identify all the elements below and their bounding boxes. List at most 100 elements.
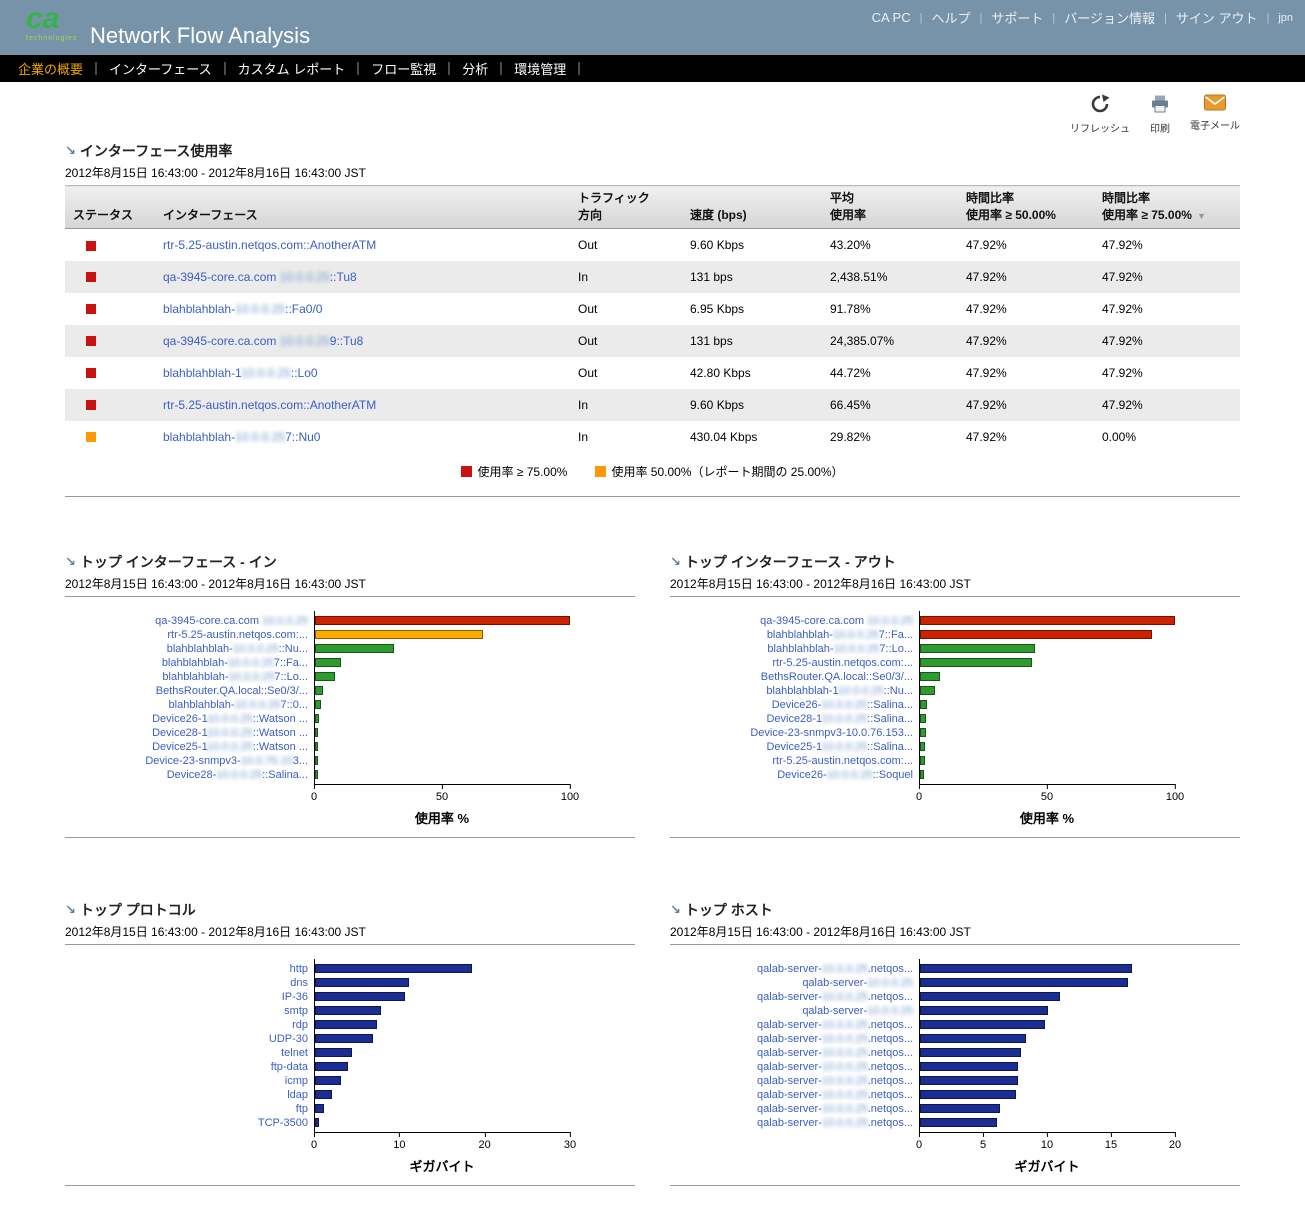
chart-bar-label[interactable]: ftp [295,1102,308,1115]
chart-bar-label[interactable]: blahblahblah-10.0.0.257::0... [168,698,308,711]
chart-bar-label[interactable]: blahblahblah-10.0.0.257::Fa... [161,656,308,669]
ca-logo[interactable]: ca technologies [26,4,77,43]
chart-bar-label[interactable]: qalab-server-10.0.0.25.netqos... [757,1046,913,1059]
column-header-time-ge-75[interactable]: 時間比率 使用率 ≥ 75.00% ▼ [1094,185,1240,229]
chart-bar-label[interactable]: qa-3945-core.ca.com 10.0.0.25 [760,614,913,627]
column-header-status[interactable]: ステータス [65,185,155,229]
chart-bar-label[interactable]: BethsRouter.QA.local::Se0/3/... [760,670,913,683]
chart-bar[interactable] [920,1076,1019,1085]
chart-bar[interactable] [920,1118,997,1127]
chart-bar-label[interactable]: IP-36 [281,990,308,1003]
section-collapse-arrow-icon[interactable]: ↘ [670,901,681,917]
header-link-2[interactable]: サポート [991,11,1044,26]
chart-bar-label[interactable]: ftp-data [270,1060,308,1073]
column-header-direction[interactable]: トラフィック 方向 [570,185,682,229]
chart-bar[interactable] [920,1020,1045,1029]
chart-bar[interactable] [920,992,1061,1001]
interface-link[interactable]: rtr-5.25-austin.netqos.com::AnotherATM [163,397,377,412]
chart-bar-label[interactable]: Device26-10.0.0.25::Salina... [771,698,913,711]
chart-bar-label[interactable]: Device28-10.0.0.25::Salina... [166,768,308,781]
chart-bar-label[interactable]: Device25-110.0.0.25::Watson ... [152,740,308,753]
interface-link[interactable]: rtr-5.25-austin.netqos.com::AnotherATM [163,237,377,252]
chart-bar-label[interactable]: dns [290,976,308,989]
nav-item-0[interactable]: 企業の概要 [18,62,84,77]
interface-link[interactable]: blahblahblah-110.0.0.25::Lo0 [163,365,318,380]
chart-bar-label[interactable]: qalab-server-10.0.0.25.netqos... [757,1018,913,1031]
chart-bar[interactable] [920,658,1033,667]
chart-bar[interactable] [920,964,1132,973]
chart-bar-label[interactable]: blahblahblah-110.0.0.25::Nu... [766,684,913,697]
chart-bar[interactable] [920,978,1128,987]
chart-bar-label[interactable]: Device-23-snmpv3-10.0.76.153... [750,726,913,739]
chart-bar[interactable] [920,1062,1019,1071]
column-header-speed[interactable]: 速度 (bps) [682,185,822,229]
chart-bar[interactable] [920,728,926,737]
chart-bar-label[interactable]: qalab-server-10.0.0.25.netqos... [757,1032,913,1045]
chart-bar[interactable] [920,770,925,779]
chart-bar[interactable] [315,1048,353,1057]
chart-bar[interactable] [920,1104,1001,1113]
chart-bar[interactable] [920,700,927,709]
chart-bar[interactable] [920,1034,1026,1043]
chart-bar[interactable] [315,1090,332,1099]
column-header-avg-util[interactable]: 平均 使用率 [822,185,958,229]
section-collapse-arrow-icon[interactable]: ↘ [65,143,76,158]
nav-item-3[interactable]: フロー監視 [371,62,437,77]
chart-bar[interactable] [920,756,925,765]
print-button[interactable]: 印刷 [1150,94,1170,135]
chart-bar[interactable] [315,964,473,973]
header-link-4[interactable]: サイン アウト [1175,11,1258,26]
chart-bar[interactable] [315,714,319,723]
chart-bar-label[interactable]: Device26-110.0.0.25::Watson ... [152,712,308,725]
chart-bar[interactable] [920,714,927,723]
chart-bar-label[interactable]: Device28-110.0.0.25::Salina... [766,712,913,725]
chart-bar-label[interactable]: UDP-30 [268,1032,308,1045]
chart-bar[interactable] [920,686,936,695]
chart-bar[interactable] [315,1020,378,1029]
nav-item-5[interactable]: 環境管理 [514,62,567,77]
chart-bar[interactable] [315,700,322,709]
section-collapse-arrow-icon[interactable]: ↘ [65,553,76,569]
column-header-interface[interactable]: インターフェース [155,185,570,229]
interface-link[interactable]: blahblahblah-10.0.0.257::Nu0 [163,429,321,444]
chart-bar[interactable] [315,1076,341,1085]
column-header-time-ge-50[interactable]: 時間比率 使用率 ≥ 50.00% [958,185,1094,229]
section-collapse-arrow-icon[interactable]: ↘ [65,901,76,917]
chart-bar[interactable] [315,742,319,751]
interface-link[interactable]: blahblahblah-10.0.0.25::Fa0/0 [163,301,323,316]
nav-item-1[interactable]: インターフェース [109,62,212,77]
chart-bar[interactable] [315,658,341,667]
chart-bar[interactable] [920,672,941,681]
chart-bar-label[interactable]: blahblahblah-10.0.0.257::Lo... [767,642,913,655]
chart-bar-label[interactable]: qalab-server-10.0.0.25.netqos... [757,1060,913,1073]
chart-bar[interactable] [315,644,395,653]
chart-bar[interactable] [315,1118,320,1127]
chart-bar-label[interactable]: http [289,962,308,975]
chart-bar-label[interactable]: Device26-10.0.0.25::Soquel [777,768,913,781]
nav-item-2[interactable]: カスタム レポート [237,62,346,77]
nav-item-4[interactable]: 分析 [462,62,489,77]
section-collapse-arrow-icon[interactable]: ↘ [670,553,681,569]
refresh-button[interactable]: リフレッシュ [1070,94,1130,135]
chart-bar-label[interactable]: qa-3945-core.ca.com 10.0.0.25 [155,614,308,627]
chart-bar[interactable] [315,756,318,765]
chart-bar-label[interactable]: blahblahblah-10.0.0.257::Fa... [766,628,913,641]
chart-bar[interactable] [920,1090,1016,1099]
interface-link[interactable]: qa-3945-core.ca.com 10.0.0.259::Tu8 [163,333,364,348]
chart-bar-label[interactable]: rtr-5.25-austin.netqos.com:... [772,656,913,669]
chart-bar[interactable] [920,1006,1048,1015]
chart-bar[interactable] [315,992,406,1001]
chart-bar-label[interactable]: smtp [284,1004,308,1017]
chart-bar-label[interactable]: blahblahblah-10.0.0.257::Lo... [162,670,308,683]
chart-bar-label[interactable]: rtr-5.25-austin.netqos.com:... [167,628,308,641]
header-link-3[interactable]: バージョン情報 [1064,11,1155,26]
chart-bar-label[interactable]: qalab-server-10.0.0.25.netqos... [757,990,913,1003]
chart-bar-label[interactable]: icmp [284,1074,308,1087]
chart-bar[interactable] [315,1034,373,1043]
chart-bar[interactable] [315,1006,382,1015]
chart-bar[interactable] [315,630,484,639]
interface-link[interactable]: qa-3945-core.ca.com 10.0.0.25::Tu8 [163,269,357,284]
chart-bar-label[interactable]: rtr-5.25-austin.netqos.com:... [772,754,913,767]
chart-bar[interactable] [920,1048,1021,1057]
chart-bar-label[interactable]: qalab-server-10.0.0.25.netqos... [757,962,913,975]
